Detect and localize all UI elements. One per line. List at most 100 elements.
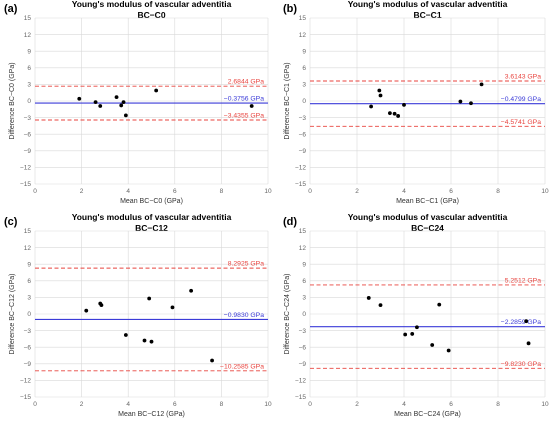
limit-of-agreement-label: −10.2585 GPa: [220, 363, 264, 370]
y-tick-label: 12: [24, 245, 32, 252]
x-tick-label: 8: [220, 188, 224, 195]
data-point: [210, 358, 214, 363]
x-axis-label: Mean BC−C12 (GPa): [118, 411, 185, 418]
panel-label: (b): [283, 3, 297, 15]
x-tick-label: 8: [496, 188, 500, 195]
data-point: [142, 338, 147, 343]
y-tick-label: −3: [24, 115, 32, 122]
data-point: [147, 296, 152, 301]
data-point: [378, 303, 383, 308]
y-tick-label: −6: [24, 344, 32, 351]
data-point: [154, 88, 159, 93]
y-tick-label: 15: [24, 15, 32, 22]
y-tick-label: 6: [302, 65, 306, 72]
y-tick-label: 0: [27, 311, 31, 318]
y-tick-label: 15: [299, 228, 307, 235]
y-tick-label: 15: [24, 228, 32, 235]
y-tick-label: −9: [299, 361, 307, 368]
data-point: [99, 303, 104, 308]
mean-difference-label: −0.4799 GPa: [501, 96, 541, 103]
limit-of-agreement-label: 3.6143 GPa: [505, 74, 541, 81]
mean-difference-label: −2.2859 GPa: [501, 319, 541, 326]
x-tick-label: 6: [173, 401, 177, 408]
data-point: [437, 302, 442, 307]
y-axis-label: Difference BC−C1 (GPa): [284, 62, 291, 139]
data-point: [415, 325, 419, 330]
y-tick-label: −15: [295, 181, 306, 188]
x-tick-label: 8: [220, 401, 224, 408]
y-tick-label: −12: [20, 378, 31, 385]
y-tick-label: 3: [302, 82, 306, 89]
x-tick-label: 10: [264, 188, 272, 195]
y-tick-label: 15: [299, 15, 307, 22]
data-point: [170, 305, 175, 310]
data-point: [396, 114, 401, 118]
data-point: [430, 343, 435, 347]
data-point: [84, 308, 89, 313]
limit-of-agreement-label: 2.6844 GPa: [228, 79, 264, 86]
mean-difference-label: −0.9830 GPa: [224, 312, 264, 319]
mean-difference-label: −0.3756 GPa: [224, 96, 264, 103]
x-axis-label: Mean BC−C1 (GPa): [396, 198, 459, 205]
y-tick-label: 9: [302, 261, 306, 268]
x-tick-label: 0: [33, 401, 37, 408]
data-point: [123, 333, 128, 337]
x-tick-label: 0: [33, 188, 37, 195]
y-tick-label: 3: [302, 295, 306, 302]
y-tick-label: 0: [27, 98, 31, 105]
y-tick-label: −3: [299, 328, 307, 335]
y-tick-label: 0: [302, 311, 306, 318]
data-point: [458, 99, 463, 104]
y-tick-label: −9: [24, 148, 32, 155]
data-point: [121, 100, 126, 105]
y-axis-label: Difference BC−C24 (GPa): [284, 274, 291, 355]
x-tick-label: 2: [80, 401, 84, 408]
data-point: [402, 102, 406, 107]
chart-subtitle: BC−C12: [135, 223, 168, 233]
y-tick-label: −9: [299, 148, 307, 155]
limit-of-agreement-label: −4.5741 GPa: [501, 119, 541, 126]
y-tick-label: 9: [27, 261, 31, 268]
chart-subtitle: BC−C1: [413, 10, 441, 20]
y-tick-label: 6: [302, 278, 306, 285]
x-tick-label: 4: [402, 188, 406, 195]
x-tick-label: 2: [80, 188, 84, 195]
limit-of-agreement-label: 8.2925 GPa: [228, 261, 264, 268]
x-tick-label: 4: [126, 188, 130, 195]
y-tick-label: −6: [299, 344, 307, 351]
y-tick-label: −6: [299, 131, 307, 138]
chart-title: Young's modulus of vascular adventitia: [72, 0, 232, 9]
x-tick-label: 6: [449, 401, 453, 408]
data-point: [446, 348, 451, 353]
y-tick-label: 12: [24, 32, 32, 39]
x-axis-label: Mean BC−C0 (GPa): [120, 198, 183, 205]
x-tick-label: 10: [264, 401, 272, 408]
y-tick-label: 12: [299, 32, 307, 39]
y-tick-label: −12: [295, 378, 306, 385]
data-point: [114, 95, 119, 100]
x-tick-label: 10: [541, 401, 549, 408]
y-tick-label: 9: [27, 48, 31, 55]
y-tick-label: −3: [299, 115, 307, 122]
x-tick-label: 4: [402, 401, 406, 408]
chart-title: Young's modulus of vascular adventitia: [72, 212, 232, 222]
chart-panel: (d) Young's modulus of vascular adventiti…: [283, 212, 549, 418]
panel-label: (c): [4, 216, 18, 228]
data-point: [189, 288, 194, 293]
panel-label: (a): [4, 3, 18, 15]
limit-of-agreement-label: −3.4355 GPa: [224, 113, 264, 120]
y-tick-label: 0: [302, 98, 306, 105]
panel-label: (d): [283, 216, 297, 228]
x-tick-label: 6: [449, 188, 453, 195]
data-point: [479, 82, 484, 87]
chart-panel: (c) Young's modulus of vascular adventiti…: [4, 212, 272, 418]
y-tick-label: 3: [27, 82, 31, 89]
chart-panel: (a) Young's modulus of vascular adventiti…: [4, 0, 272, 205]
y-tick-label: −12: [295, 165, 306, 172]
x-tick-label: 6: [173, 188, 177, 195]
data-point: [392, 111, 397, 116]
x-tick-label: 0: [308, 401, 312, 408]
x-tick-label: 8: [496, 401, 500, 408]
data-point: [123, 113, 128, 118]
